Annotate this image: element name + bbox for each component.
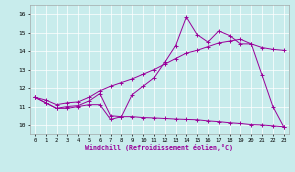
X-axis label: Windchill (Refroidissement éolien,°C): Windchill (Refroidissement éolien,°C): [85, 144, 233, 151]
